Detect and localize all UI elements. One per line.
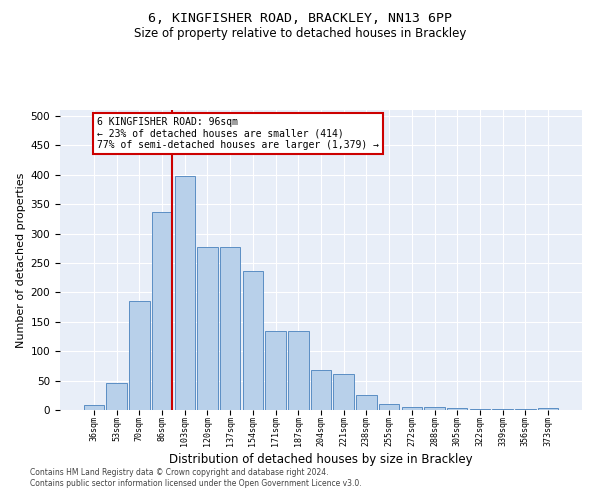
- Bar: [334, 374, 354, 410]
- Bar: [220, 247, 241, 410]
- Bar: [129, 301, 149, 410]
- Bar: [175, 176, 195, 410]
- Bar: [242, 270, 263, 410]
- Bar: [106, 383, 127, 410]
- Bar: [538, 408, 558, 410]
- Text: Contains HM Land Registry data © Crown copyright and database right 2024.
Contai: Contains HM Land Registry data © Crown c…: [30, 468, 362, 487]
- Bar: [84, 406, 104, 410]
- Bar: [424, 407, 445, 410]
- Bar: [265, 330, 286, 410]
- Y-axis label: Number of detached properties: Number of detached properties: [16, 172, 26, 348]
- Text: 6, KINGFISHER ROAD, BRACKLEY, NN13 6PP: 6, KINGFISHER ROAD, BRACKLEY, NN13 6PP: [148, 12, 452, 26]
- Bar: [197, 247, 218, 410]
- Bar: [311, 370, 331, 410]
- Text: 6 KINGFISHER ROAD: 96sqm
← 23% of detached houses are smaller (414)
77% of semi-: 6 KINGFISHER ROAD: 96sqm ← 23% of detach…: [97, 117, 379, 150]
- Bar: [152, 212, 172, 410]
- Text: Size of property relative to detached houses in Brackley: Size of property relative to detached ho…: [134, 28, 466, 40]
- Bar: [447, 408, 467, 410]
- Bar: [401, 407, 422, 410]
- X-axis label: Distribution of detached houses by size in Brackley: Distribution of detached houses by size …: [169, 453, 473, 466]
- Bar: [288, 330, 308, 410]
- Bar: [379, 404, 400, 410]
- Bar: [356, 396, 377, 410]
